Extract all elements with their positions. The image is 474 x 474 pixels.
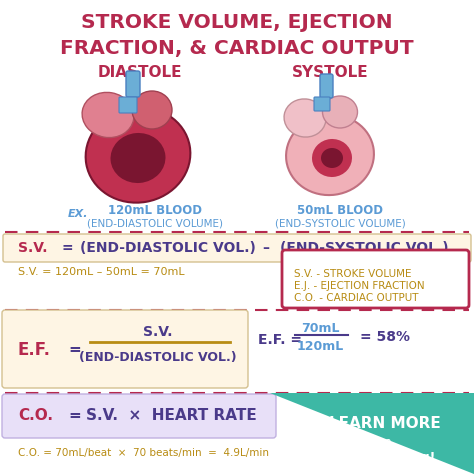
Ellipse shape [86, 107, 191, 203]
Text: 120mL: 120mL [296, 339, 344, 353]
Text: (END-DIASTOLIC VOL.): (END-DIASTOLIC VOL.) [79, 352, 237, 365]
Text: C.O. = 70mL/beat  ×  70 beats/min  =  4.9L/min: C.O. = 70mL/beat × 70 beats/min = 4.9L/m… [18, 448, 269, 458]
FancyBboxPatch shape [314, 97, 330, 111]
Text: on: on [378, 436, 392, 448]
Text: (END-SYSTOLIC VOLUME): (END-SYSTOLIC VOLUME) [274, 218, 405, 228]
FancyBboxPatch shape [2, 310, 248, 388]
FancyBboxPatch shape [126, 71, 140, 97]
Text: 70mL: 70mL [301, 321, 339, 335]
Ellipse shape [132, 91, 172, 129]
Text: =: = [68, 343, 81, 357]
FancyBboxPatch shape [320, 74, 333, 98]
Text: 120mL BLOOD: 120mL BLOOD [108, 203, 202, 217]
Text: S.V. - STROKE VOLUME: S.V. - STROKE VOLUME [294, 269, 411, 279]
Text: SYSTOLE: SYSTOLE [292, 64, 368, 80]
Text: ⓞ SMOSIS.org!: ⓞ SMOSIS.org! [335, 452, 435, 465]
Text: (END-DIASTOLIC VOL.): (END-DIASTOLIC VOL.) [80, 241, 256, 255]
Text: S.V.  ×  HEART RATE: S.V. × HEART RATE [86, 409, 257, 423]
FancyBboxPatch shape [3, 234, 471, 262]
Ellipse shape [82, 92, 134, 137]
FancyBboxPatch shape [2, 394, 276, 438]
Text: S.V.: S.V. [18, 241, 47, 255]
Text: (END-DIASTOLIC VOLUME): (END-DIASTOLIC VOLUME) [87, 218, 223, 228]
Text: C.O.: C.O. [18, 409, 53, 423]
Ellipse shape [110, 133, 165, 183]
Text: S.V.: S.V. [143, 325, 173, 339]
Text: =: = [68, 409, 81, 423]
Ellipse shape [284, 99, 326, 137]
Text: LEARN MORE: LEARN MORE [329, 416, 441, 430]
Text: =: = [62, 241, 73, 255]
FancyBboxPatch shape [119, 97, 137, 113]
Text: = 58%: = 58% [360, 330, 410, 344]
Text: E.F. =: E.F. = [258, 333, 302, 347]
Text: C.O. - CARDIAC OUTPUT: C.O. - CARDIAC OUTPUT [294, 293, 419, 303]
Text: E.J. - EJECTION FRACTION: E.J. - EJECTION FRACTION [294, 281, 425, 291]
Text: 50mL BLOOD: 50mL BLOOD [297, 203, 383, 217]
Text: FRACTION, & CARDIAC OUTPUT: FRACTION, & CARDIAC OUTPUT [60, 38, 414, 57]
Text: S.V. = 120mL – 50mL = 70mL: S.V. = 120mL – 50mL = 70mL [18, 267, 185, 277]
FancyBboxPatch shape [282, 250, 469, 308]
Text: –: – [262, 241, 269, 255]
Text: DIASTOLE: DIASTOLE [98, 64, 182, 80]
Ellipse shape [321, 148, 343, 168]
Ellipse shape [322, 96, 357, 128]
Ellipse shape [286, 115, 374, 195]
Text: E.F.: E.F. [18, 341, 51, 359]
Ellipse shape [312, 139, 352, 177]
Text: (END-SYSTOLIC VOL.): (END-SYSTOLIC VOL.) [280, 241, 448, 255]
Text: STROKE VOLUME, EJECTION: STROKE VOLUME, EJECTION [81, 12, 393, 31]
Polygon shape [270, 393, 474, 474]
Text: EX.: EX. [68, 209, 89, 219]
